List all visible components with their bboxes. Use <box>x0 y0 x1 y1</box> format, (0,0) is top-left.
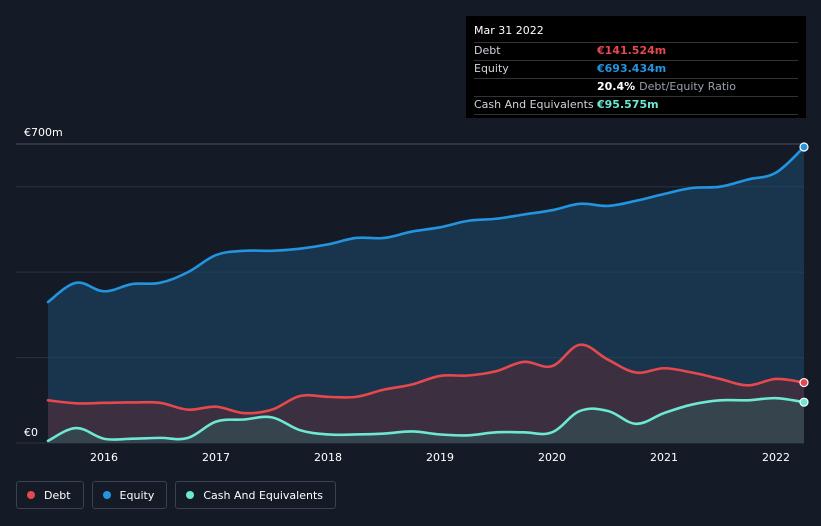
legend-item-cash[interactable]: Cash And Equivalents <box>175 481 336 509</box>
legend-dot-debt-icon <box>27 491 35 499</box>
cash-end-marker <box>799 397 809 407</box>
cash-line <box>46 396 806 443</box>
marker-layer <box>799 142 809 407</box>
x-tick-label: 2016 <box>90 451 118 464</box>
tooltip-row-debt: Debt €141.524m <box>474 43 798 61</box>
debt-line <box>46 343 806 415</box>
x-tick-label: 2022 <box>762 451 790 464</box>
x-axis: 2016 2017 2018 2019 2020 2021 2022 <box>90 451 790 464</box>
tooltip-row-equity: Equity €693.434m <box>474 61 798 79</box>
tooltip-cash-value: €95.575m <box>597 98 659 111</box>
tooltip-cash-label: Cash And Equivalents <box>474 98 594 111</box>
x-tick-label: 2020 <box>538 451 566 464</box>
tooltip-ratio-label: Debt/Equity Ratio <box>639 80 736 93</box>
data-tooltip: Mar 31 2022 Debt €141.524m Equity €693.4… <box>466 16 806 118</box>
cash-area <box>48 398 804 443</box>
debt-end-marker <box>799 377 809 388</box>
tooltip-row-cash: Cash And Equivalents €95.575m <box>474 97 798 115</box>
legend-item-debt[interactable]: Debt <box>16 481 84 509</box>
y-tick-label-zero: €0 <box>24 426 38 439</box>
line-layer <box>46 145 806 443</box>
tooltip-debt-label: Debt <box>474 44 501 57</box>
x-tick-label: 2018 <box>314 451 342 464</box>
tooltip-ratio-value: 20.4% <box>597 80 636 93</box>
tooltip-ratio-spacer <box>474 79 597 96</box>
area-layer <box>48 146 804 444</box>
x-tick-label: 2019 <box>426 451 454 464</box>
legend-item-equity[interactable]: Equity <box>91 481 168 509</box>
tooltip-debt-value: €141.524m <box>597 44 667 57</box>
legend-dot-equity-icon <box>102 491 111 499</box>
y-tick-label-top: €700m <box>24 126 63 139</box>
tooltip-row-ratio: 20.4% Debt/Equity Ratio <box>474 79 798 97</box>
legend-label-debt: Debt <box>44 488 71 502</box>
equity-line <box>46 145 806 304</box>
legend-label-cash: Cash And Equivalents <box>203 488 323 502</box>
tooltip-date: Mar 31 2022 <box>474 24 798 43</box>
equity-end-marker <box>799 142 809 152</box>
x-tick-label: 2021 <box>650 451 678 464</box>
legend-label-equity: Equity <box>119 488 155 502</box>
chart-legend: Debt Equity Cash And Equivalents <box>16 481 340 509</box>
x-tick-label: 2017 <box>202 451 230 464</box>
tooltip-equity-label: Equity <box>474 62 509 75</box>
tooltip-equity-value: €693.434m <box>597 62 667 75</box>
legend-dot-cash-icon <box>186 491 195 499</box>
